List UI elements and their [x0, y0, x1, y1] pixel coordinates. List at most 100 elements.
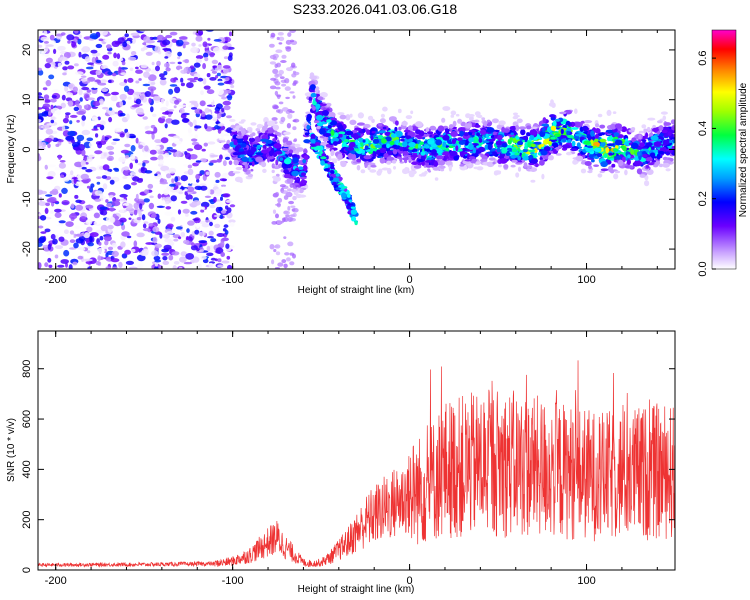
spectrogram-cell — [213, 214, 222, 218]
spectrogram-cell — [69, 230, 75, 235]
spectrogram-cell — [55, 245, 63, 250]
spectrogram-cell — [83, 258, 93, 262]
spectrogram-cell — [137, 112, 145, 115]
spectrogram-cell — [636, 168, 643, 175]
spectrogram-cell — [223, 133, 230, 137]
spectrogram-cell — [464, 123, 472, 129]
spectrogram-cell — [74, 194, 79, 199]
spectrogram-cell — [215, 247, 224, 255]
spectrogram-cell — [166, 223, 174, 229]
spectrogram-cell — [367, 115, 374, 121]
spectrogram-cell — [333, 132, 339, 138]
spectrogram-cell — [388, 116, 397, 122]
spectrogram-cell — [94, 198, 101, 202]
spectrogram-cell — [529, 134, 535, 141]
spectrogram-cell — [274, 63, 278, 68]
spectrogram-cell — [475, 161, 481, 165]
spectrogram-cell — [381, 138, 387, 144]
spectrogram-cell — [213, 39, 222, 42]
spectrogram-cell — [272, 209, 277, 214]
spectrogram-cell — [432, 166, 440, 171]
spectrogram-cell — [96, 247, 106, 254]
spectrogram-cell — [95, 43, 103, 49]
spectrogram-cell — [141, 214, 146, 221]
spectrogram-cell — [309, 75, 318, 80]
spectrogram-cell — [57, 62, 62, 67]
spectrogram-cell — [486, 161, 495, 168]
spectrogram-cell — [185, 186, 195, 193]
spectrogram-cell — [434, 177, 439, 181]
spectrogram-cell — [103, 235, 112, 242]
spectrogram-cell — [53, 48, 57, 55]
spectrogram-cell — [102, 59, 106, 65]
spectrogram-cell — [394, 126, 398, 132]
spectrogram-cell — [61, 125, 66, 131]
spectrogram-cell — [142, 223, 147, 229]
spectrogram-cell — [269, 61, 276, 65]
spectrogram-cell — [223, 143, 230, 149]
spectrogram-cell — [99, 98, 104, 105]
spectrogram-cell — [216, 88, 224, 96]
spectrogram-cell — [225, 205, 229, 210]
spectrogram-cell — [262, 168, 267, 173]
spectrogram-cell — [47, 251, 51, 256]
spectrogram-cell — [135, 98, 142, 105]
spectrogram-cell — [330, 117, 338, 121]
spectrogram-cell — [435, 137, 443, 140]
spectrogram-cell — [186, 228, 190, 233]
spectrogram-cell — [90, 183, 95, 188]
spectrogram-cell — [292, 195, 297, 201]
spectrogram-cell — [560, 128, 564, 135]
spectrogram-cell — [183, 67, 187, 74]
spectrogram-cell — [333, 184, 339, 189]
spectrogram-cell — [155, 65, 160, 72]
spectrogram-cell — [45, 128, 54, 135]
spectrogram-cell — [157, 154, 164, 161]
spectrogram-cell — [138, 144, 144, 150]
spectrogram-cell — [497, 164, 502, 168]
spectrogram-cell — [656, 153, 661, 160]
spectrogram-cell — [184, 152, 191, 159]
spectrogram-cell — [572, 159, 578, 165]
spectrogram-cell — [108, 151, 115, 156]
spectrogram-cell — [415, 129, 421, 135]
spectrogram-cell — [51, 188, 59, 195]
spectrogram-cell — [395, 120, 399, 126]
spectrogram-cell — [50, 178, 58, 186]
spectrogram-cell — [154, 243, 162, 248]
spectrogram-cell — [335, 187, 341, 191]
spectrogram-cell — [108, 194, 114, 199]
spectrogram-cell — [108, 116, 113, 123]
spectrogram-cell — [94, 190, 103, 196]
spectrogram-cell — [370, 135, 374, 141]
spectrogram-cell — [232, 134, 239, 140]
spectrogram-cell — [169, 183, 176, 187]
spectrogram-cell — [398, 126, 402, 131]
spectrogram-cell — [44, 216, 52, 220]
spectrogram-cell — [98, 86, 102, 91]
spectrogram-cell — [81, 247, 86, 251]
spectrogram-cell — [162, 260, 170, 265]
spectrogram-cell — [38, 201, 47, 207]
spectrogram-cell — [190, 210, 198, 215]
spectrogram-cell — [170, 216, 176, 222]
spectrogram-cell — [594, 138, 599, 143]
spectrogram-cell — [82, 263, 90, 268]
spectrogram-cell — [576, 142, 581, 148]
spectrogram-cell — [195, 35, 203, 42]
spectrogram-cell — [327, 111, 336, 118]
spectrogram-cell — [80, 173, 90, 180]
spectrogram-cell — [332, 141, 338, 146]
spectrogram-cell — [293, 80, 297, 85]
spectrogram-cell — [180, 232, 186, 237]
spectrogram-cell — [263, 117, 269, 124]
spectrogram-cell — [38, 213, 42, 217]
spectrogram-cell — [110, 258, 120, 263]
spectrogram-cell — [274, 151, 283, 155]
spectrogram-cell — [410, 110, 414, 115]
spectrogram-cell — [285, 46, 292, 52]
spectrogram-cell — [210, 154, 219, 158]
spectrogram-cell — [168, 88, 174, 95]
spectrogram-cell — [329, 120, 338, 126]
